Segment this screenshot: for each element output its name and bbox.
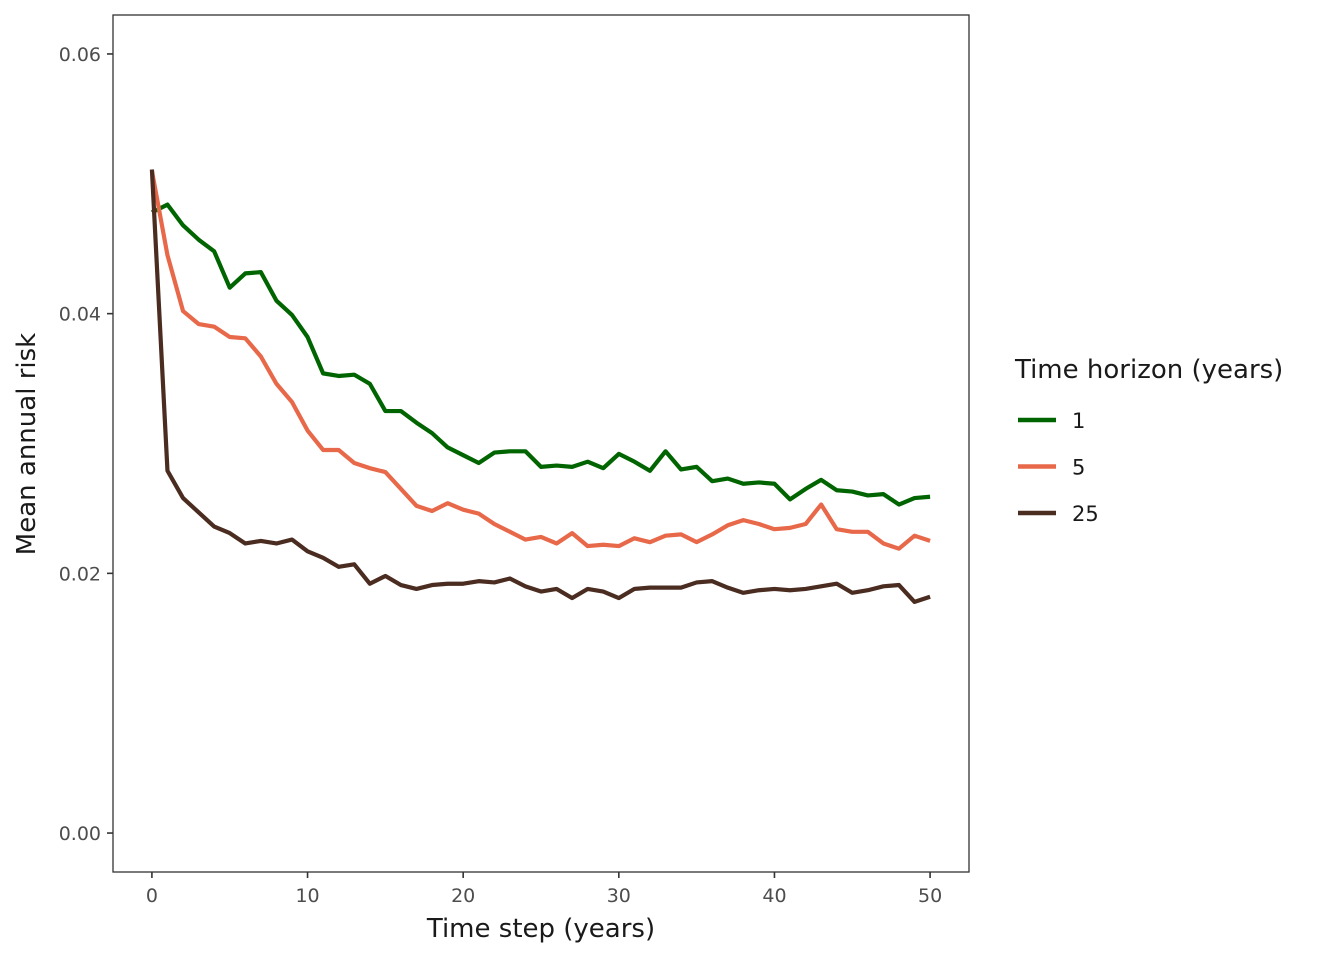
series-line-1 (150, 202, 931, 507)
plot-area (149, 169, 931, 605)
y-tick-label: 0.04 (59, 304, 101, 326)
x-tick-label: 50 (918, 885, 942, 907)
legend-label-5: 5 (1072, 456, 1085, 480)
legend-title: Time horizon (years) (1014, 355, 1283, 385)
legend-label-25: 25 (1072, 502, 1099, 526)
y-tick-label: 0.02 (59, 563, 101, 585)
x-tick-label: 0 (146, 885, 158, 907)
x-tick-label: 10 (295, 885, 319, 907)
legend: Time horizon (years) 1 5 25 (1014, 355, 1283, 526)
series-line-25 (149, 169, 931, 605)
y-tick-label: 0.00 (59, 823, 101, 845)
panel-border (112, 14, 970, 873)
x-axis: 0 10 20 30 40 50 (146, 872, 942, 907)
x-tick-label: 20 (451, 885, 475, 907)
x-axis-title: Time step (years) (426, 914, 655, 944)
x-tick-label: 40 (762, 885, 786, 907)
y-tick-label: 0.06 (59, 44, 101, 66)
series-line-5 (149, 170, 931, 551)
legend-label-1: 1 (1072, 409, 1085, 433)
y-axis: 0.00 0.02 0.04 0.06 (59, 44, 113, 845)
y-axis-title: Mean annual risk (12, 333, 42, 555)
x-tick-label: 30 (607, 885, 631, 907)
